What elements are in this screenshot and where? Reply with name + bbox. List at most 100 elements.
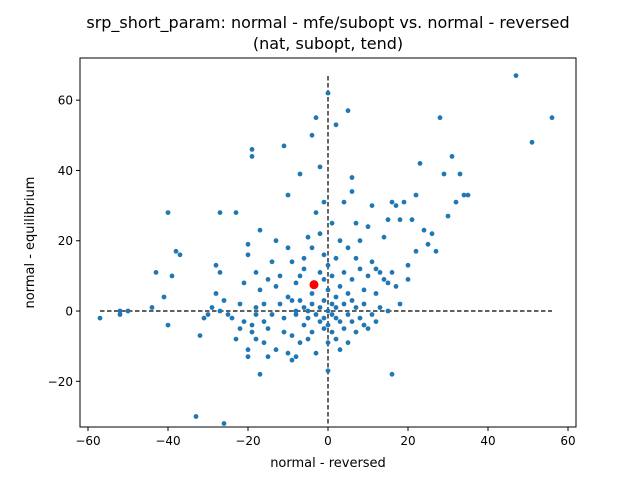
data-point [233,336,239,342]
data-point [281,143,287,149]
data-point [241,319,247,324]
data-point [209,305,215,310]
data-point [337,238,343,244]
data-point [329,273,335,279]
data-point [193,414,199,419]
data-point [253,312,259,317]
data-point [269,312,275,317]
data-point [405,277,411,282]
data-point [357,238,363,244]
data-point [397,217,403,223]
data-point [325,322,331,328]
data-point [249,154,255,159]
data-point [401,199,407,205]
data-point [297,273,303,279]
data-point [333,305,339,310]
data-point [425,241,431,247]
data-point [257,227,263,233]
highlight-point [309,280,319,290]
data-point [253,336,259,342]
data-point [177,252,183,258]
data-point [117,312,123,317]
data-point [257,371,263,377]
data-point [321,252,327,258]
data-point [217,270,223,275]
data-point [233,210,239,216]
data-point [325,340,331,346]
data-point [301,305,307,310]
data-point [341,301,347,307]
data-point [261,340,267,346]
y-axis: −20 0 20 40 60 [48,94,80,389]
data-point [353,305,359,310]
data-point [305,234,311,240]
data-point [397,301,403,307]
data-point [513,73,519,78]
data-point [373,291,379,296]
data-point [217,308,223,314]
data-point [317,231,323,237]
data-point [245,252,251,258]
data-point [381,277,387,282]
data-point [165,322,171,328]
x-tick-label: 40 [480,434,495,448]
data-point [285,350,291,356]
data-point [393,284,399,289]
data-point [309,301,315,307]
data-point [309,132,315,138]
data-point [325,262,331,268]
data-point [341,326,347,331]
data-point [389,371,395,377]
data-point [381,234,387,240]
data-point [285,294,291,300]
data-point [229,315,235,321]
data-point [289,357,295,363]
data-point [301,266,307,272]
data-point [373,266,379,272]
data-point [297,171,303,177]
data-point [125,308,131,314]
data-point [361,301,367,307]
data-point [385,280,391,286]
y-tick-label: 0 [65,305,73,319]
data-point [309,291,315,296]
x-tick-label: −40 [155,434,180,448]
data-point [325,308,331,314]
data-point [369,312,375,317]
data-point [249,329,255,335]
data-point [317,319,323,324]
y-tick-label: −20 [48,375,73,389]
data-point [241,280,247,286]
data-point [377,305,383,310]
data-point [325,287,331,293]
data-point [349,319,355,324]
data-point [421,227,427,233]
data-point [365,224,371,230]
data-point [441,171,447,177]
data-point [165,210,171,216]
data-point [317,305,323,310]
data-point [277,273,283,279]
data-point [453,199,459,205]
data-point [345,312,351,317]
x-axis-label: normal - reversed [270,456,386,471]
data-point [329,301,335,307]
data-point [529,139,535,145]
x-tick-label: 20 [400,434,415,448]
data-point [117,308,123,314]
data-point [293,280,299,286]
data-point [253,270,259,275]
data-point [409,217,415,223]
data-point [273,284,279,289]
data-point [309,329,315,335]
data-point [341,199,347,205]
data-point [353,220,359,226]
data-point [437,115,443,121]
data-point [321,315,327,321]
data-point [293,354,299,360]
data-point [317,270,323,275]
data-point [153,270,159,275]
data-point [261,301,267,307]
